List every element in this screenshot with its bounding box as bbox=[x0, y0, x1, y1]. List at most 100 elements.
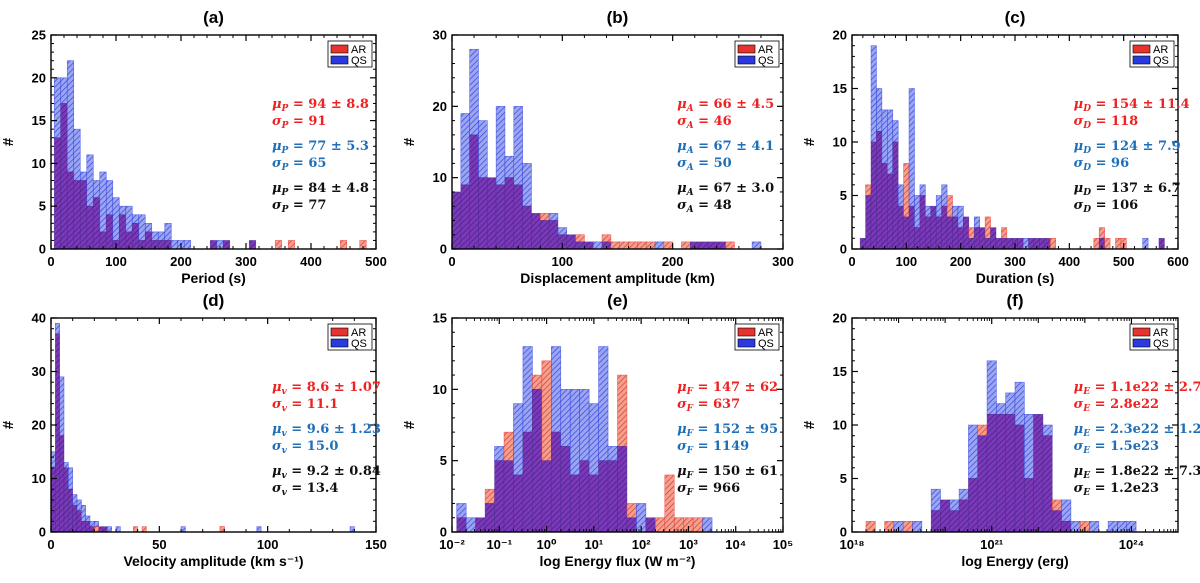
overlap-bar bbox=[986, 413, 997, 532]
qs-bar bbox=[144, 223, 153, 233]
stat-red-sigma: σF = 637 bbox=[677, 397, 740, 414]
stat-black-sigma: σA = 48 bbox=[677, 198, 732, 215]
x-tick-label: 600 bbox=[1167, 254, 1189, 269]
overlap-bar bbox=[887, 173, 894, 249]
overlap-bar bbox=[919, 195, 926, 249]
qs-bar bbox=[522, 346, 533, 433]
qs-bar bbox=[925, 205, 932, 218]
y-tick-label: 20 bbox=[833, 28, 847, 43]
stat-black-mu: μE = 1.8e22 ± 7.3e21 bbox=[1074, 464, 1200, 481]
overlap-bar bbox=[86, 205, 94, 249]
qs-bar bbox=[569, 389, 580, 476]
y-tick-label: 30 bbox=[433, 28, 447, 43]
legend-swatch-ar bbox=[330, 327, 349, 337]
qs-bar bbox=[579, 389, 590, 461]
overlap-bar bbox=[617, 446, 628, 532]
x-axis-label: log Energy flux (W m⁻²) bbox=[540, 553, 696, 569]
bars-f bbox=[865, 360, 1137, 532]
overlap-bar bbox=[569, 474, 580, 532]
qs-bar bbox=[1089, 520, 1100, 532]
qs-bar bbox=[151, 231, 159, 241]
stat-blue-sigma: σD = 96 bbox=[1074, 156, 1129, 173]
stat-blue-mu: μP = 77 ± 5.3 bbox=[272, 139, 369, 156]
overlap-bar bbox=[504, 177, 515, 249]
legend-label-qs: QS bbox=[1153, 338, 1169, 350]
overlap-bar bbox=[73, 180, 81, 249]
ar-bar bbox=[532, 374, 543, 390]
qs-bar bbox=[957, 205, 964, 228]
ar-bar bbox=[94, 526, 99, 532]
stat-red-mu: μP = 94 ± 8.8 bbox=[272, 97, 369, 114]
stat-black-sigma: σD = 106 bbox=[1074, 198, 1139, 215]
overlap-bar bbox=[460, 184, 470, 249]
qs-bar bbox=[73, 128, 81, 181]
qs-bar bbox=[92, 180, 101, 198]
legend-label-ar: AR bbox=[351, 327, 366, 339]
x-tick-label: 500 bbox=[1113, 254, 1135, 269]
overlap-bar bbox=[977, 435, 988, 532]
qs-bar bbox=[751, 241, 762, 249]
qs-bar bbox=[560, 389, 571, 447]
x-tick-label: 300 bbox=[772, 254, 794, 269]
panel-title: (c) bbox=[1005, 8, 1026, 27]
overlap-bar bbox=[584, 241, 594, 249]
overlap-bar bbox=[522, 431, 533, 532]
overlap-bar bbox=[941, 205, 948, 249]
overlap-bar bbox=[144, 231, 153, 249]
legend-swatch-qs bbox=[1132, 55, 1151, 65]
x-tick-label: 10⁻² bbox=[439, 537, 465, 552]
ar-bar bbox=[575, 234, 585, 243]
panel-a: 0 5 10 15 20 25 0 100 200 300 400 500 (a) Period (s) #… bbox=[0, 8, 387, 286]
qs-bar bbox=[881, 109, 888, 164]
ar-bar bbox=[628, 241, 638, 249]
qs-bar bbox=[935, 195, 942, 218]
overlap-bar bbox=[1005, 413, 1016, 532]
y-tick-label: 0 bbox=[39, 242, 46, 257]
qs-bar bbox=[89, 520, 95, 527]
y-tick-label: 20 bbox=[433, 99, 447, 114]
ar-bar bbox=[902, 520, 913, 532]
overlap-bar bbox=[53, 137, 62, 249]
qs-bar bbox=[86, 154, 94, 207]
stat-red-mu: μA = 66 ± 4.5 bbox=[677, 97, 774, 114]
stat-black-sigma: σF = 966 bbox=[677, 481, 740, 498]
ar-bar bbox=[541, 360, 552, 461]
qs-bar bbox=[892, 120, 899, 143]
qs-bar bbox=[81, 504, 86, 522]
qs-bar bbox=[870, 45, 877, 143]
overlap-bar bbox=[914, 227, 921, 249]
qs-bar bbox=[105, 180, 114, 216]
overlap-bar bbox=[952, 216, 959, 249]
qs-bar bbox=[99, 171, 107, 233]
stat-red-sigma: σE = 2.8e22 bbox=[1074, 397, 1159, 414]
ar-bar bbox=[1115, 238, 1122, 249]
qs-bar bbox=[607, 446, 618, 461]
qs-bar bbox=[183, 240, 192, 249]
x-tick-label: 0 bbox=[47, 537, 54, 552]
legend-swatch-qs bbox=[1132, 338, 1151, 348]
y-tick-label: 10 bbox=[433, 382, 447, 397]
qs-bar bbox=[94, 520, 99, 527]
x-tick-label: 200 bbox=[950, 254, 972, 269]
qs-bar bbox=[85, 515, 91, 522]
ar-bar bbox=[968, 227, 975, 239]
overlap-bar bbox=[1042, 435, 1053, 532]
y-tick-label: 5 bbox=[440, 453, 447, 468]
y-tick-label: 0 bbox=[39, 525, 46, 540]
overlap-bar bbox=[870, 141, 877, 249]
stat-blue-mu: μv = 9.6 ± 1.23 bbox=[272, 422, 381, 439]
overlap-bar bbox=[60, 103, 68, 249]
y-tick-label: 15 bbox=[833, 364, 847, 379]
stat-blue-sigma: σP = 65 bbox=[272, 156, 326, 173]
qs-bar bbox=[72, 494, 78, 506]
qs-bar bbox=[478, 120, 488, 178]
overlap-bar bbox=[990, 227, 997, 249]
stat-black-mu: μF = 150 ± 61 bbox=[677, 464, 778, 481]
overlap-bar bbox=[81, 520, 86, 532]
panel-title: (f) bbox=[1007, 291, 1024, 310]
qs-bar bbox=[164, 223, 172, 241]
qs-bar bbox=[941, 184, 948, 207]
legend-label-qs: QS bbox=[351, 338, 367, 350]
